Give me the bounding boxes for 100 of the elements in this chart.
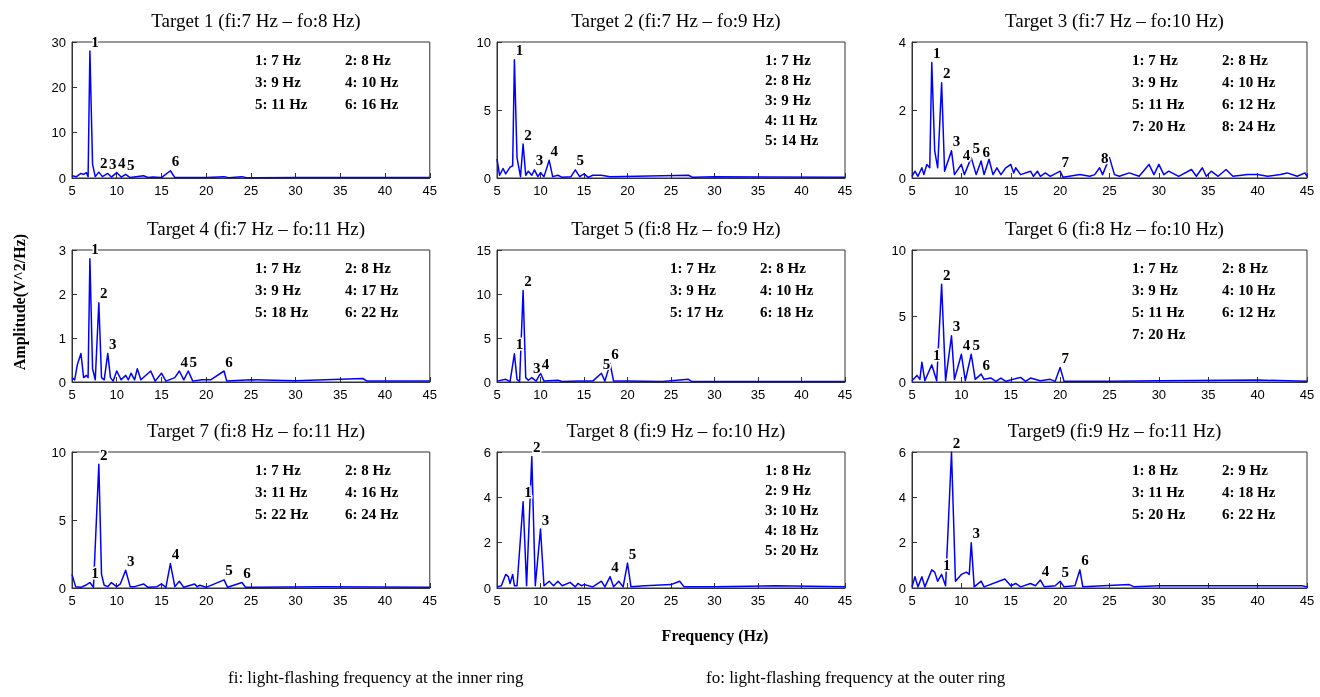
x-tick-label: 5	[68, 183, 76, 198]
annotation: 3	[533, 360, 541, 377]
x-tick-label: 30	[288, 387, 303, 402]
x-tick-label: 35	[333, 593, 348, 608]
annotation: 2	[942, 65, 951, 82]
annotation: 2: 8 Hz	[1222, 51, 1269, 68]
x-tick-label: 30	[707, 183, 722, 198]
x-tick-label: 10	[954, 593, 969, 608]
annotation: 2	[942, 266, 951, 283]
annotation: 3: 9 Hz	[1132, 281, 1179, 298]
y-tick-label: 10	[891, 242, 906, 258]
x-tick-label: 35	[750, 387, 766, 402]
y-tick-label: 2	[58, 286, 66, 302]
annotation: 1	[515, 42, 524, 59]
x-tick-label: 30	[288, 593, 303, 608]
annotation: 1	[933, 44, 941, 61]
x-tick-label: 40	[377, 183, 393, 198]
x-tick-label: 20	[620, 593, 635, 608]
x-tick-label: 15	[1003, 387, 1018, 402]
x-tick-label: 35	[333, 183, 348, 198]
annotation: 5: 17 Hz	[670, 303, 724, 320]
annotation: 2	[952, 434, 961, 451]
annotation: 7: 20 Hz	[1132, 117, 1186, 134]
x-tick-label: 20	[1052, 183, 1068, 198]
annotation: 2: 8 Hz	[345, 461, 392, 478]
x-tick-label: 30	[1151, 183, 1167, 198]
annotation: 1: 7 Hz	[255, 51, 302, 68]
annotation: 2	[524, 272, 532, 289]
annotation: 2	[524, 126, 532, 143]
x-tick-label: 20	[1052, 593, 1068, 608]
annotation: 6	[171, 153, 180, 170]
annotation: 6: 16 Hz	[345, 95, 399, 112]
y-tick-label: 6	[483, 444, 491, 460]
text: fi: light-flashing frequency at the inner ring	[228, 668, 524, 688]
y-tick-label: 5	[483, 102, 491, 118]
x-tick-label: 40	[794, 183, 809, 198]
text: Frequency (Hz)	[661, 627, 769, 645]
annotation: 6: 18 Hz	[760, 303, 814, 320]
chart-title: Target 3 (fi:7 Hz – fo:10 Hz)	[1005, 10, 1224, 32]
x-tick-label: 15	[576, 387, 592, 402]
x-tick-label: 15	[576, 593, 592, 608]
annotation: 1: 7 Hz	[670, 259, 717, 276]
x-tick-label: 40	[1250, 387, 1265, 402]
annotation: 4: 16 Hz	[345, 483, 399, 500]
x-tick-label: 10	[109, 593, 124, 608]
x-tick-label: 10	[533, 593, 548, 608]
x-tick-label: 45	[1299, 183, 1315, 198]
annotation: 5	[602, 355, 611, 372]
y-tick-label: 0	[898, 170, 906, 186]
x-tick-label: 30	[1151, 387, 1167, 402]
x-tick-label: 25	[1102, 183, 1117, 198]
annotation: 4: 10 Hz	[345, 73, 399, 90]
x-tick-label: 20	[198, 593, 214, 608]
annotation: 2: 8 Hz	[765, 71, 812, 88]
x-tick-label: 15	[154, 387, 169, 402]
annotation: 6	[982, 143, 991, 160]
x-tick-label: 5	[493, 183, 501, 198]
x-tick-label: 45	[422, 387, 437, 402]
y-tick-label: 20	[51, 79, 66, 95]
x-tick-label: 40	[1250, 593, 1265, 608]
y-tick-label: 0	[58, 170, 66, 186]
annotation: 3	[109, 335, 117, 352]
annotation: 5	[1061, 563, 1069, 580]
x-tick-label: 40	[794, 593, 809, 608]
annotation: 2: 8 Hz	[345, 51, 392, 68]
x-tick-label: 5	[68, 593, 76, 608]
annotation: 3: 9 Hz	[765, 91, 812, 108]
annotation: 4: 18 Hz	[765, 521, 819, 538]
x-tick-label: 35	[1201, 387, 1216, 402]
x-tick-label: 20	[620, 387, 635, 402]
annotation: 4	[171, 546, 180, 563]
x-tick-label: 45	[837, 593, 853, 608]
x-tick-label: 35	[750, 183, 766, 198]
x-tick-label: 15	[154, 593, 169, 608]
annotation: 7	[1061, 349, 1070, 366]
x-tick-label: 5	[68, 387, 76, 402]
annotation: 6	[1081, 552, 1090, 569]
annotation: 1: 8 Hz	[765, 461, 812, 478]
x-tick-label: 40	[377, 387, 393, 402]
x-tick-label: 40	[794, 387, 809, 402]
y-tick-label: 0	[58, 580, 66, 596]
annotation: 4	[541, 355, 550, 372]
x-tick-label: 35	[1201, 183, 1216, 198]
x-tick-label: 30	[707, 387, 722, 402]
x-tick-label: 40	[1250, 183, 1265, 198]
annotation: 4: 10 Hz	[1222, 73, 1276, 90]
y-tick-label: 0	[483, 374, 491, 390]
annotation: 5: 11 Hz	[1132, 95, 1185, 112]
y-tick-label: 5	[58, 512, 66, 528]
x-tick-label: 15	[154, 183, 169, 198]
x-tick-label: 10	[533, 183, 548, 198]
x-tick-label: 45	[837, 183, 853, 198]
x-tick-label: 35	[750, 593, 766, 608]
chart-title: Target 2 (fi:7 Hz – fo:9 Hz)	[571, 10, 781, 32]
text: fo: light-flashing frequency at the outer ring	[706, 668, 1006, 688]
annotation: 8	[1100, 150, 1109, 167]
annotation: 5	[126, 156, 135, 173]
y-tick-label: 10	[476, 286, 491, 302]
annotation: 4	[611, 559, 620, 576]
y-tick-label: 1	[58, 330, 66, 346]
